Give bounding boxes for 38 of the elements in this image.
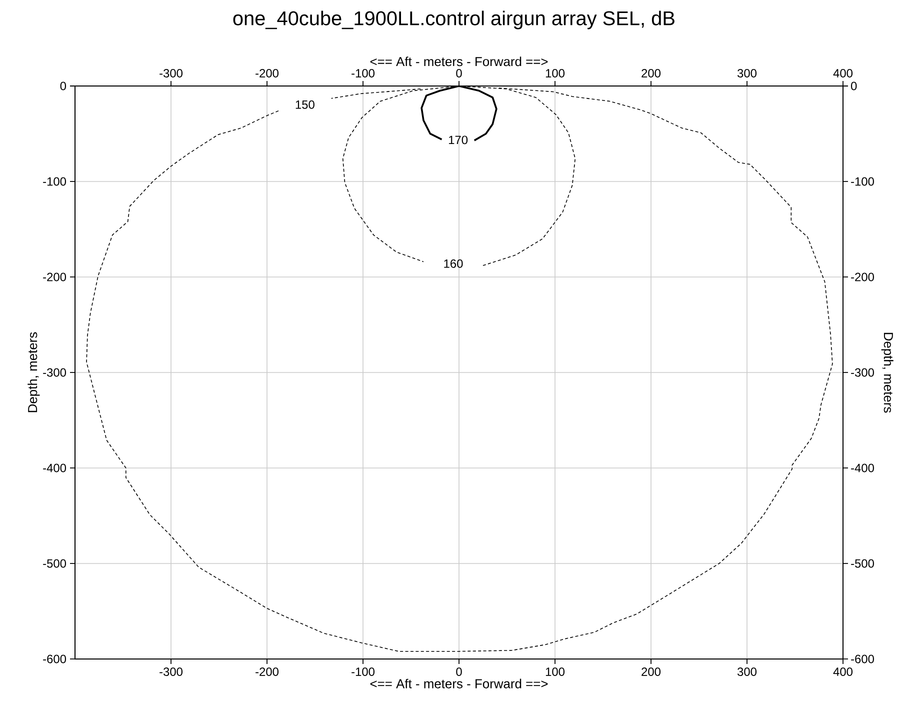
x2-axis-title: <== Aft - meters - Forward ==> — [370, 56, 548, 66]
y-tick-label: 0 — [60, 82, 66, 90]
x-tick-label: 300 — [737, 668, 757, 676]
y2-axis-title: Depth, meters — [881, 332, 894, 413]
y-tick-label: -500 — [43, 559, 66, 568]
y2-tick-label: -400 — [851, 464, 874, 472]
y2-tick-label: -500 — [851, 559, 874, 568]
x2-tick-label: 200 — [642, 69, 661, 78]
x-tick-label: -300 — [160, 668, 183, 676]
y-tick-label: -200 — [43, 272, 66, 282]
y-tick-label: -100 — [43, 177, 66, 186]
x-tick-label: -100 — [352, 668, 375, 676]
y-axis-title: Depth, meters — [28, 332, 40, 412]
x2-tick-label: 0 — [456, 69, 462, 78]
y-tick-label: -600 — [43, 654, 66, 664]
x-axis-title: <== Aft - meters - Forward ==> — [370, 678, 548, 688]
series-label: 170 — [448, 136, 468, 144]
x2-tick-label: -300 — [160, 69, 183, 78]
x-tick-label: 200 — [642, 668, 661, 676]
x2-tick-label: 400 — [833, 69, 853, 78]
y2-tick-label: 0 — [850, 82, 857, 90]
x-tick-label: 400 — [833, 668, 853, 676]
y2-tick-label: -200 — [851, 272, 874, 282]
y2-tick-label: -300 — [851, 368, 874, 377]
y-tick-label: -300 — [43, 368, 66, 377]
x2-tick-label: 100 — [546, 69, 565, 78]
series-label: 160 — [444, 259, 463, 268]
chart-title: one_40cube_1900LL.control airgun array SEL, dB — [233, 10, 674, 30]
x-tick-label: -200 — [256, 668, 279, 676]
y2-tick-label: -100 — [851, 177, 874, 186]
series-label: 150 — [296, 100, 314, 109]
y2-tick-label: -600 — [851, 654, 874, 664]
x2-tick-label: -200 — [256, 69, 279, 78]
y-tick-label: -400 — [43, 464, 66, 472]
x2-tick-label: -100 — [352, 69, 375, 78]
x-tick-label: 100 — [546, 668, 565, 676]
x2-tick-label: 300 — [737, 69, 757, 78]
x-tick-label: 0 — [456, 668, 462, 676]
